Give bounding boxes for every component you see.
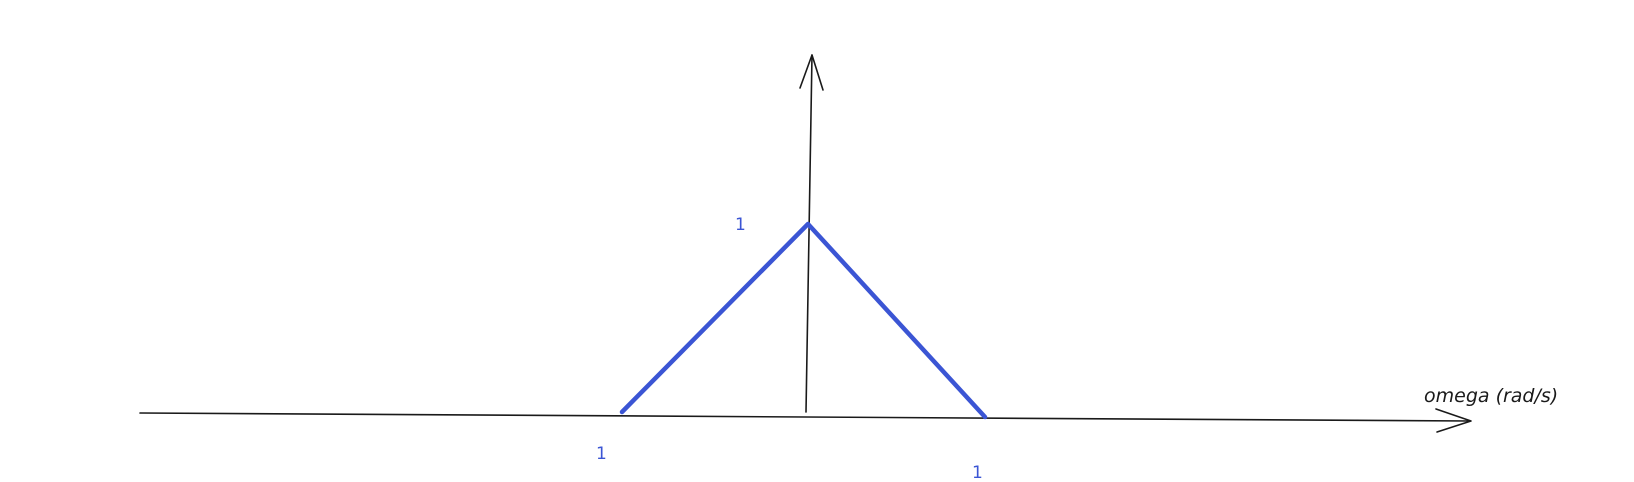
triangle-response-shape [619, 221, 988, 420]
x-axis-line [139, 412, 1471, 422]
x-axis-title: omega (rad/s) [1424, 385, 1558, 407]
peak-value-label: 1 [735, 215, 746, 235]
y-axis-line [805, 54, 813, 413]
y-axis [799, 54, 824, 413]
right-base-label: 1 [972, 463, 983, 482]
y-axis-arrowhead [799, 54, 824, 91]
left-base-label: 1 [596, 444, 607, 464]
x-axis-arrowhead [1435, 408, 1472, 433]
